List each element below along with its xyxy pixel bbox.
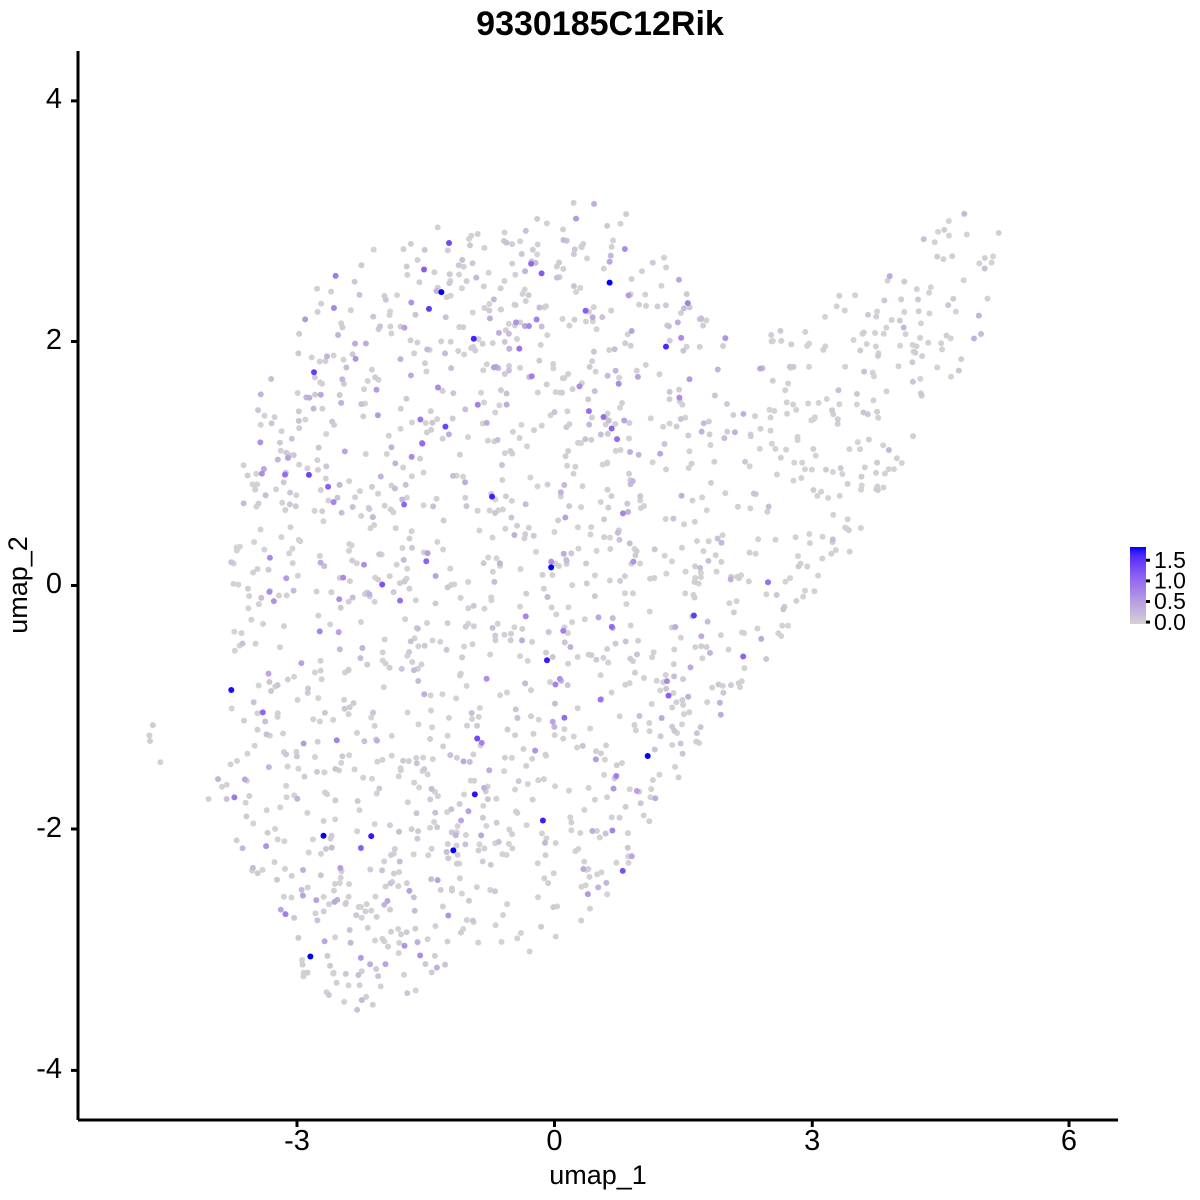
svg-text:2: 2 bbox=[46, 324, 62, 356]
svg-text:-2: -2 bbox=[36, 812, 62, 844]
svg-text:6: 6 bbox=[1061, 1125, 1077, 1157]
svg-text:umap_2: umap_2 bbox=[3, 536, 33, 634]
svg-text:-4: -4 bbox=[36, 1053, 62, 1085]
svg-text:-3: -3 bbox=[284, 1125, 310, 1157]
svg-text:3: 3 bbox=[804, 1125, 820, 1157]
svg-text:4: 4 bbox=[46, 83, 62, 115]
svg-text:0: 0 bbox=[546, 1125, 562, 1157]
svg-text:0: 0 bbox=[46, 568, 62, 600]
svg-text:umap_1: umap_1 bbox=[549, 1160, 647, 1190]
svg-text:0.0: 0.0 bbox=[1154, 609, 1186, 635]
